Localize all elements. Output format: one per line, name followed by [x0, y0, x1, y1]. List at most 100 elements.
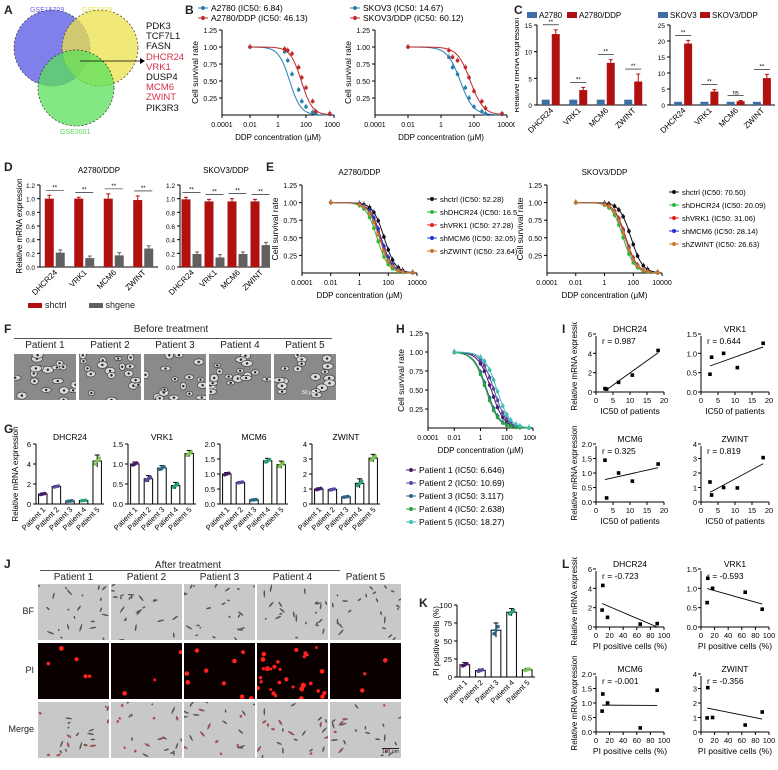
x-tick-label: 15 [748, 506, 756, 515]
x-axis-label: DDP concentration (μM) [562, 291, 648, 300]
data-point [721, 485, 726, 490]
x-tick-label: DHCR24 [30, 268, 59, 297]
x-tick-label: 0 [699, 506, 703, 515]
data-point [97, 456, 101, 460]
correlation-label: r = 0.325 [602, 446, 636, 456]
data-point [603, 386, 607, 391]
y-tick-label: 2 [303, 470, 307, 479]
data-point [83, 498, 88, 503]
data-point [601, 583, 605, 588]
y-tick-label: 0.50 [356, 79, 370, 86]
x-tick-label: 20 [605, 631, 613, 640]
data-point [189, 450, 193, 454]
y-tick-label: 3 [303, 455, 307, 464]
x-tick-label: MCM6 [219, 268, 242, 291]
y-tick-label: 1.2 [166, 183, 175, 190]
bar [634, 81, 643, 105]
regression-line [707, 707, 763, 720]
significance-label: ** [548, 20, 553, 26]
legend-label: shZWINT (IC50: 26.63) [682, 240, 760, 249]
microscopy-image [38, 702, 109, 758]
y-tick-label: 0.5 [113, 480, 123, 489]
subplot-title: ZWINT [722, 434, 749, 444]
bar [130, 463, 140, 505]
data-point [708, 480, 712, 484]
data-point [494, 628, 498, 632]
header-divider [40, 570, 340, 571]
y-axis-label: Relative mRNA expression [570, 322, 579, 411]
x-tick-label: 1 [479, 435, 483, 442]
data-point [359, 479, 364, 483]
x-tick-label: 20 [765, 396, 773, 405]
x-tick-label: 40 [619, 736, 627, 745]
regression-line [709, 463, 764, 493]
panel-label-f: F [4, 322, 12, 336]
x-tick-label: 5 [716, 396, 720, 405]
data-point [655, 621, 659, 626]
y-tick-label: 0.50 [203, 79, 217, 86]
subplot-title: VRK1 [151, 432, 173, 442]
significance-label: ** [603, 50, 608, 56]
x-tick-label: 60 [738, 631, 746, 640]
y-tick-label: 0.25 [283, 253, 297, 260]
y-tick-label: 2 [588, 604, 592, 613]
pi-fluorescence-image [184, 643, 255, 699]
gene-item: PDK3 [146, 21, 171, 32]
bar [222, 473, 232, 505]
y-tick-label: 1.0 [687, 349, 697, 358]
x-tick-label: 100 [300, 122, 312, 129]
y-tick-label: 2 [27, 480, 31, 489]
venn-set-label: GSE15709 [30, 7, 64, 14]
y-axis-label: Cell survival rate [517, 197, 525, 260]
x-tick-label: 1 [276, 122, 280, 129]
x-tick-label: 0 [699, 631, 703, 640]
x-tick-label: 100 [627, 280, 639, 287]
y-tick-label: 1.5 [205, 455, 215, 464]
x-tick-label: DHCR24 [167, 268, 196, 297]
x-tick-label: 20 [660, 396, 668, 405]
chart-e-skov3ddp: SKOV3/DDP 0.25 0.50 0.75 1.00 1.25 0.0001 0.01 1… [517, 168, 766, 300]
x-axis-label: IC50 of patients [705, 516, 765, 526]
data-point [511, 608, 516, 613]
significance-label: ** [82, 187, 87, 193]
legend-label: shDHCR24 (IC50: 16.54) [440, 208, 517, 217]
significance-label: ** [111, 184, 116, 190]
legend-label: Patient 3 (IC50: 3.117) [419, 491, 504, 501]
panel-label-g: G [4, 422, 14, 436]
y-tick-label: 4 [693, 440, 697, 449]
x-tick-label: 1 [358, 280, 362, 287]
y-tick-label: 10 [525, 50, 533, 57]
gene-item: MCM6 [146, 82, 174, 94]
x-tick-label: 10000 [652, 280, 672, 287]
bar [262, 460, 273, 505]
data-point [705, 716, 709, 720]
y-axis-label: Relative mRNA expression [11, 426, 20, 521]
x-tick-label: VRK1 [68, 268, 90, 290]
x-tick-label: 20 [710, 631, 718, 640]
bar [276, 464, 286, 505]
x-tick-label: MCM6 [717, 106, 740, 129]
x-tick-label: 80 [751, 631, 759, 640]
chart-d-skov3ddp: SKOV3/DDP 0.0 0.2 0.4 0.6 0.8 1.0 1.2 ** DHCR24 **… [166, 166, 270, 297]
chart-h-patient-survival: 0.25 0.50 0.75 1.00 1.25 0.0001 0.01 1 100 10000 D… [396, 331, 536, 527]
y-tick-label: 2 [588, 369, 592, 378]
data-point [638, 726, 642, 730]
y-tick-label: 15 [525, 23, 533, 30]
venn-set-label: GSE3001 [60, 129, 90, 136]
x-tick-label: 0 [594, 736, 598, 745]
microscopy-image [79, 354, 141, 400]
x-tick-label: 60 [633, 631, 641, 640]
gene-item: VRK1 [146, 61, 171, 73]
y-tick-label: 0 [27, 500, 31, 509]
data-point [148, 475, 153, 479]
x-tick-label: 100 [763, 736, 776, 745]
gene-item: TCF7L1 [146, 31, 181, 43]
bar [44, 198, 54, 267]
legend-label: SKOV3 (IC50: 14.67) [363, 3, 443, 13]
legend-label: Patient 4 (IC50: 2.638) [419, 504, 505, 514]
y-tick-label: 0 [588, 623, 592, 632]
y-tick-label: 0.50 [283, 236, 297, 243]
data-point [492, 632, 496, 636]
x-tick-label: 60 [738, 736, 746, 745]
